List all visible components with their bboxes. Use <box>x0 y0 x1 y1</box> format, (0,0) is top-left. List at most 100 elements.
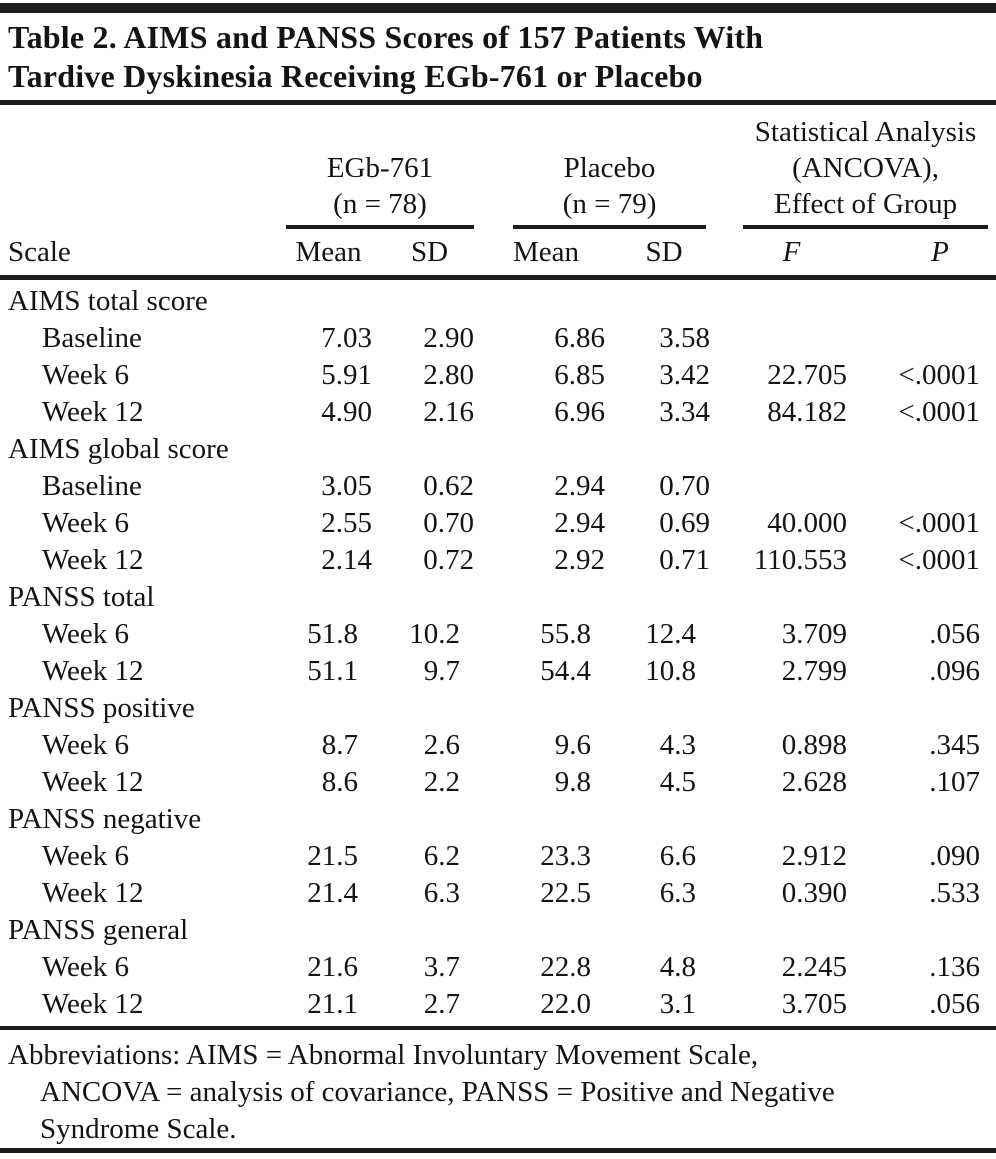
cell-f-value <box>723 278 860 321</box>
f-column-header: F <box>723 229 861 280</box>
cell-placebo-mean: 22.8 <box>540 951 592 983</box>
cell-egb-sd: 10.2 <box>409 618 461 650</box>
cell-p-value: <.0001 <box>898 396 981 428</box>
cell-egb-mean: 21.4 <box>307 877 358 909</box>
cell-f-value: 84.182 <box>767 396 848 428</box>
row-label: Week 12 <box>42 877 144 909</box>
cell-placebo-sd: 4.3 <box>659 729 697 761</box>
cell-egb-sd <box>385 579 487 616</box>
cell-placebo-sd <box>618 801 723 838</box>
journal-table-page: { "title": { "line1": "Table 2. AIMS and… <box>0 3 996 1159</box>
column-header-row: Scale Mean SD Mean SD F P <box>0 229 996 280</box>
cell-p-value <box>860 912 996 949</box>
cell-egb-sd: 0.70 <box>423 507 475 539</box>
cell-egb-mean <box>285 579 385 616</box>
table-title: Table 2. AIMS and PANSS Scores of 157 Pa… <box>0 13 996 100</box>
row-label: Week 6 <box>42 359 130 391</box>
cell-placebo-sd: 3.42 <box>659 359 711 391</box>
cell-f-value: 0.390 <box>781 877 848 909</box>
cell-egb-sd <box>385 278 487 321</box>
cell-egb-sd: 2.16 <box>423 396 475 428</box>
cell-placebo-mean: 9.6 <box>554 729 592 761</box>
cell-placebo-sd: 0.71 <box>659 544 711 576</box>
cell-placebo-sd: 0.69 <box>659 507 711 539</box>
cell-egb-mean: 3.05 <box>321 470 372 502</box>
table-row: Week 12 4.90 2.16 6.96 3.34 84.182 <.0001 <box>0 394 996 431</box>
row-label: PANSS positive <box>8 692 195 724</box>
cell-placebo-sd: 3.34 <box>659 396 711 428</box>
cell-p-value: .056 <box>929 988 981 1020</box>
cell-egb-mean <box>285 278 385 321</box>
table-row: Week 12 51.1 9.7 54.4 10.8 2.799 .096 <box>0 653 996 690</box>
footnote-line1: Abbreviations: AIMS = Abnormal Involunta… <box>8 1039 759 1071</box>
cell-placebo-sd: 4.5 <box>659 766 697 798</box>
cell-egb-sd <box>385 431 487 468</box>
cell-egb-sd: 2.90 <box>423 322 475 354</box>
cell-p-value <box>860 468 996 505</box>
egb761-group-label: EGb-761 <box>326 152 434 184</box>
cell-placebo-mean: 2.92 <box>554 544 606 576</box>
cell-placebo-sd: 6.3 <box>659 877 697 909</box>
table-row: Week 6 8.7 2.6 9.6 4.3 0.898 .345 <box>0 727 996 764</box>
row-label: Week 6 <box>42 840 130 872</box>
row-label: Week 12 <box>42 988 144 1020</box>
cell-placebo-sd: 12.4 <box>645 618 697 650</box>
egb761-group-n: (n = 78) <box>333 188 427 220</box>
cell-egb-mean: 7.03 <box>321 322 372 354</box>
scores-table: EGb-761 (n = 78) Placebo (n = 79) Statis… <box>0 105 996 1023</box>
cell-p-value: .136 <box>929 951 981 983</box>
stats-group-line2: (ANCOVA), <box>792 152 939 184</box>
cell-p-value <box>860 431 996 468</box>
bottom-rule <box>0 1148 996 1153</box>
placebo-sd-header: SD <box>618 229 724 280</box>
cell-f-value <box>723 912 860 949</box>
cell-placebo-sd <box>618 690 723 727</box>
cell-placebo-mean <box>487 801 618 838</box>
table-row: Week 12 21.4 6.3 22.5 6.3 0.390 .533 <box>0 875 996 912</box>
row-label: PANSS negative <box>8 803 202 835</box>
table-row: Week 12 2.14 0.72 2.92 0.71 110.553 <.0001 <box>0 542 996 579</box>
cell-egb-sd: 9.7 <box>423 655 461 687</box>
row-label: Week 12 <box>42 544 144 576</box>
table-title-line1: Table 2. AIMS and PANSS Scores of 157 Pa… <box>8 19 764 55</box>
col-group-placebo: Placebo (n = 79) <box>487 105 723 229</box>
row-label: AIMS global score <box>8 433 229 465</box>
cell-placebo-mean: 9.8 <box>554 766 592 798</box>
cell-egb-sd <box>385 690 487 727</box>
cell-p-value: .107 <box>929 766 981 798</box>
cell-placebo-mean: 6.85 <box>554 359 606 391</box>
row-label: PANSS total <box>8 581 155 613</box>
cell-placebo-mean <box>487 431 618 468</box>
cell-placebo-sd: 6.6 <box>659 840 697 872</box>
cell-egb-sd: 0.62 <box>423 470 475 502</box>
table-body: AIMS total score Baseline 7.03 2.90 6.86 3.58… <box>0 278 996 1024</box>
cell-p-value: <.0001 <box>898 507 981 539</box>
cell-egb-sd: 2.2 <box>423 766 461 798</box>
table-section-row: AIMS total score <box>0 278 996 321</box>
cell-f-value: 110.553 <box>753 544 848 576</box>
cell-egb-mean <box>285 690 385 727</box>
row-label: AIMS total score <box>8 285 208 317</box>
row-label: Baseline <box>42 322 142 354</box>
column-group-row: EGb-761 (n = 78) Placebo (n = 79) Statis… <box>0 105 996 229</box>
cell-egb-mean: 21.6 <box>307 951 358 983</box>
placebo-group-n: (n = 79) <box>562 188 657 220</box>
cell-p-value <box>860 801 996 838</box>
cell-placebo-sd <box>618 431 723 468</box>
table-row: Week 6 21.6 3.7 22.8 4.8 2.245 .136 <box>0 949 996 986</box>
cell-f-value: 3.709 <box>781 618 848 650</box>
cell-placebo-mean: 55.8 <box>540 618 592 650</box>
cell-placebo-sd: 4.8 <box>659 951 697 983</box>
abbreviations-footnote: Abbreviations: AIMS = Abnormal Involunta… <box>0 1030 996 1148</box>
cell-egb-mean: 51.8 <box>307 618 358 650</box>
cell-p-value <box>860 278 996 321</box>
cell-egb-sd: 3.7 <box>423 951 461 983</box>
cell-placebo-mean: 54.4 <box>540 655 592 687</box>
cell-p-value: <.0001 <box>898 544 981 576</box>
cell-egb-mean: 21.1 <box>307 988 358 1020</box>
cell-f-value: 22.705 <box>767 359 848 391</box>
col-group-statistics: Statistical Analysis (ANCOVA), Effect of… <box>723 105 996 229</box>
cell-p-value: <.0001 <box>898 359 981 391</box>
top-rule <box>0 3 996 13</box>
cell-p-value: .090 <box>929 840 981 872</box>
